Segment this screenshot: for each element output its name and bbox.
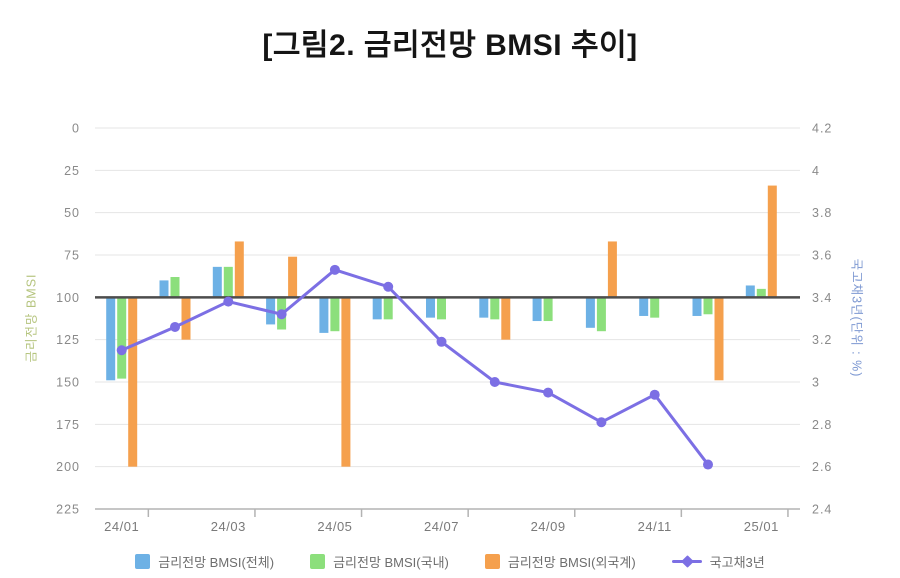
- right-axis-tick-label: 3.2: [812, 333, 832, 347]
- bar: [372, 297, 382, 320]
- right-axis-title: 국고채3년(단위 : %): [849, 258, 864, 378]
- line-point: [276, 309, 287, 320]
- bar: [756, 288, 766, 298]
- legend-swatch: [484, 553, 500, 569]
- left-axis-tick-label: 150: [56, 376, 80, 390]
- bar: [650, 297, 660, 318]
- right-axis-tick-label: 3.4: [812, 291, 832, 305]
- right-axis-tick-label: 2.8: [812, 418, 832, 432]
- bar: [128, 297, 138, 467]
- bar: [714, 297, 724, 381]
- x-axis-label: 24/11: [638, 519, 672, 534]
- bar: [181, 297, 191, 340]
- x-axis-label: 24/01: [104, 519, 139, 534]
- bar: [607, 241, 617, 298]
- bar: [117, 297, 127, 379]
- legend-line-marker: [671, 554, 702, 568]
- legend-label: 금리전망 BMSI(전체): [158, 554, 275, 570]
- left-axis-tick-label: 75: [64, 249, 80, 263]
- bar: [639, 297, 649, 316]
- legend-label: 금리전망 BMSI(국내): [333, 554, 449, 570]
- right-axis-tick-label: 3.6: [812, 249, 832, 263]
- bar: [501, 297, 511, 340]
- bar: [383, 297, 393, 320]
- line-point: [223, 296, 234, 307]
- left-axis-tick-label: 50: [64, 206, 80, 220]
- legend: 금리전망 BMSI(전체) 금리전망 BMSI(국내) 금리전망 BMSI(외국계)…: [0, 548, 900, 574]
- x-axis-label: 24/09: [531, 519, 566, 534]
- line-point: [649, 389, 660, 400]
- x-axis-label: 25/01: [744, 519, 779, 534]
- x-axis-label: 24/05: [317, 519, 352, 534]
- left-axis-tick-label: 175: [56, 418, 80, 432]
- right-axis-tick-label: 2.4: [812, 503, 832, 517]
- legend-item-0[interactable]: 금리전망 BMSI(전체): [135, 552, 274, 571]
- bar: [234, 241, 244, 298]
- legend-swatch: [135, 553, 151, 569]
- bar: [319, 297, 329, 333]
- left-axis-tick-label: 0: [72, 122, 80, 136]
- bar: [692, 297, 702, 316]
- bar: [479, 297, 489, 318]
- bar: [170, 277, 180, 298]
- line-point: [170, 321, 180, 332]
- line-series: [121, 268, 710, 466]
- legend-item-1[interactable]: 금리전망 BMSI(국내): [310, 552, 449, 571]
- bar: [532, 297, 542, 322]
- left-axis-tick-label: 25: [64, 164, 80, 178]
- bar: [223, 266, 233, 298]
- legend-swatch: [310, 553, 326, 569]
- line-point: [116, 345, 127, 356]
- bar: [159, 280, 169, 298]
- bar: [585, 297, 595, 328]
- line-point: [543, 387, 554, 398]
- left-axis-tick-label: 200: [56, 460, 80, 474]
- left-axis-title: 금리전망 BMSI: [24, 273, 39, 363]
- bar: [767, 185, 777, 298]
- left-axis-tick-label: 225: [56, 503, 80, 517]
- bar: [543, 297, 553, 322]
- right-axis-tick-label: 4.2: [812, 122, 832, 136]
- legend-item-2[interactable]: 금리전망 BMSI(외국계): [484, 552, 636, 571]
- bar: [426, 297, 435, 318]
- bar: [106, 297, 116, 381]
- bar: [330, 297, 340, 332]
- right-axis-tick-label: 3.8: [812, 206, 832, 220]
- bar: [212, 266, 222, 298]
- right-axis-tick-label: 2.6: [812, 460, 832, 474]
- bar: [596, 297, 606, 332]
- bar: [437, 297, 446, 320]
- right-axis-tick-label: 3: [812, 376, 820, 390]
- legend-label: 국고채3년: [709, 554, 765, 570]
- bar: [745, 285, 755, 298]
- legend-label: 금리전망 BMSI(외국계): [507, 554, 636, 570]
- line-point: [383, 281, 394, 292]
- line-point: [329, 264, 340, 275]
- bar: [490, 297, 500, 320]
- line-point: [596, 417, 607, 428]
- chart-title: [그림2. 금리전망 BMSI 추이]: [262, 29, 638, 62]
- bar: [341, 297, 351, 467]
- x-axis-label: 24/07: [424, 519, 459, 534]
- legend-item-3[interactable]: 국고채3년: [671, 552, 765, 571]
- x-axis-label: 24/03: [211, 519, 246, 534]
- line-point: [436, 336, 447, 347]
- left-axis-tick-label: 100: [56, 291, 80, 305]
- right-axis-tick-label: 4: [812, 164, 820, 178]
- line-point: [489, 377, 500, 387]
- line-point: [703, 459, 713, 470]
- bar: [703, 297, 713, 315]
- left-axis-tick-label: 125: [56, 333, 80, 347]
- bar: [288, 256, 298, 298]
